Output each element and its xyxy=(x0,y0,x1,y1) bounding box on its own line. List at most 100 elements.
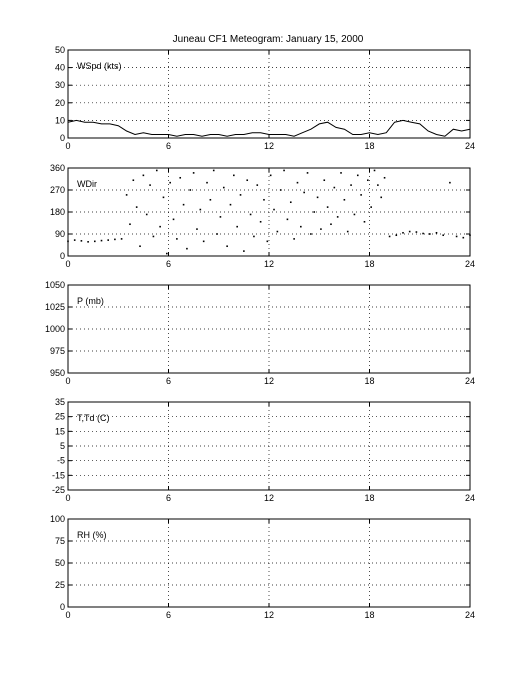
wdir-point xyxy=(114,238,116,241)
wspd-ytick-label: 40 xyxy=(55,63,65,73)
wdir-point xyxy=(343,198,346,201)
temp-panel-label: T,Td (C) xyxy=(77,413,110,423)
wdir-point xyxy=(159,225,161,228)
rh-panel: 0 6 12 18 24 0 25 50 75 100 RH (%) xyxy=(50,514,475,620)
wdir-point xyxy=(300,225,302,228)
temp-ytick-label: 25 xyxy=(55,412,65,422)
wdir-point xyxy=(316,196,319,199)
wdir-point xyxy=(155,169,158,172)
temp-ytick-label: -5 xyxy=(57,456,65,466)
pres-xtick-label: 12 xyxy=(264,376,274,386)
wdir-point xyxy=(239,194,242,196)
wdir-point xyxy=(94,240,96,243)
wdir-point xyxy=(132,179,135,182)
wdir-point xyxy=(422,232,424,235)
wspd-ytick-label: 10 xyxy=(55,115,65,125)
wdir-point xyxy=(172,218,175,221)
wdir-point xyxy=(176,238,178,240)
wdir-point xyxy=(303,191,305,194)
wdir-point xyxy=(229,203,232,206)
pres-xtick-label: 24 xyxy=(465,376,475,386)
wdir-point xyxy=(100,239,103,242)
pres-ytick-label: 1000 xyxy=(45,324,65,334)
pres-panel: 0 6 12 18 24 950 975 1000 1025 1050 P (mb) xyxy=(45,280,475,386)
wdir-point xyxy=(149,184,151,186)
wdir-point xyxy=(383,176,386,179)
wdir-point xyxy=(336,216,339,218)
wdir-point xyxy=(259,220,262,223)
wdir-point xyxy=(186,247,188,250)
wdir-point xyxy=(367,179,369,182)
wdir-point xyxy=(273,208,275,211)
temp-xtick-label: 6 xyxy=(166,493,171,503)
wdir-point xyxy=(216,233,218,235)
wspd-xtick-label: 18 xyxy=(364,141,374,151)
wdir-point xyxy=(286,218,289,221)
wdir-point xyxy=(80,240,83,242)
wdir-point xyxy=(306,172,309,174)
wdir-point xyxy=(169,181,171,184)
wdir-point xyxy=(330,223,332,226)
pres-ytick-label: 1050 xyxy=(45,280,65,290)
wdir-panel-label: WDir xyxy=(77,179,97,189)
wdir-point xyxy=(135,206,138,208)
temp-ytick-label: 35 xyxy=(55,397,65,407)
wdir-point xyxy=(353,213,356,216)
wdir-point xyxy=(373,169,376,172)
wdir-point xyxy=(67,240,69,243)
wdir-point xyxy=(289,201,292,204)
wdir-point xyxy=(326,206,329,208)
wspd-xtick-label: 12 xyxy=(264,141,274,151)
wdir-point xyxy=(449,181,451,184)
pres-panel-label: P (mb) xyxy=(77,296,104,306)
wdir-point xyxy=(179,176,182,179)
temp-ytick-label: -25 xyxy=(52,485,65,495)
wdir-xtick-label: 18 xyxy=(364,259,374,269)
temp-xtick-label: 18 xyxy=(364,493,374,503)
wdir-point xyxy=(209,198,212,201)
wspd-xtick-label: 6 xyxy=(166,141,171,151)
wdir-point xyxy=(360,194,362,196)
wdir-point xyxy=(429,233,431,235)
pres-xtick-label: 0 xyxy=(65,376,70,386)
wdir-point xyxy=(125,194,128,196)
wdir-point xyxy=(189,189,192,191)
wdir-point xyxy=(145,213,148,216)
wspd-ytick-label: 0 xyxy=(60,133,65,143)
wdir-point xyxy=(415,231,418,233)
temp-ytick-label: -15 xyxy=(52,470,65,480)
wdir-point xyxy=(323,179,326,182)
wspd-ytick-label: 30 xyxy=(55,80,65,90)
wdir-point xyxy=(73,239,76,241)
wdir-point xyxy=(219,216,222,218)
wdir-point xyxy=(313,211,316,213)
pres-ytick-label: 1025 xyxy=(45,302,65,312)
rh-xtick-label: 24 xyxy=(465,610,475,620)
wdir-point xyxy=(283,169,285,172)
wdir-point xyxy=(350,184,352,186)
wdir-point xyxy=(249,213,252,216)
wdir-xtick-label: 24 xyxy=(465,259,475,269)
wdir-point xyxy=(142,174,145,177)
temp-ytick-label: 5 xyxy=(60,441,65,451)
wdir-point xyxy=(107,239,109,241)
wspd-panel-label: WSpd (kts) xyxy=(77,61,122,71)
temp-panel: 0 6 12 18 24 -25 -15 -5 5 15 25 35 T,Td (C) xyxy=(52,397,475,503)
wspd-series-line xyxy=(67,119,471,137)
wdir-ytick-label: 180 xyxy=(50,207,65,217)
wspd-xtick-label: 24 xyxy=(465,141,475,151)
rh-ytick-label: 0 xyxy=(60,602,65,612)
wdir-point xyxy=(356,174,359,177)
wdir-point xyxy=(462,236,465,239)
wdir-point xyxy=(202,240,205,243)
wdir-point xyxy=(256,184,259,186)
wdir-point xyxy=(469,234,471,237)
wdir-point xyxy=(395,234,398,237)
rh-xtick-label: 12 xyxy=(264,610,274,620)
wdir-point xyxy=(120,238,123,240)
wdir-point xyxy=(320,228,322,230)
pres-xtick-label: 18 xyxy=(364,376,374,386)
wdir-point xyxy=(243,250,245,252)
